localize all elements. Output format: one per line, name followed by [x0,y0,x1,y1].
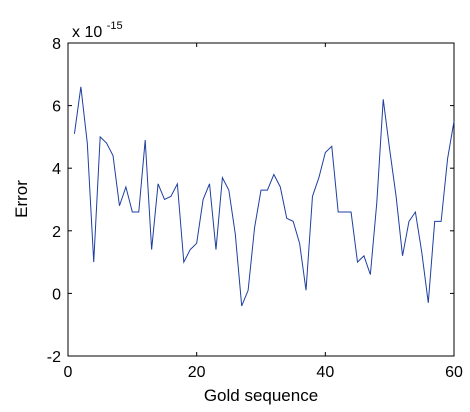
x-tick-label: 20 [188,364,206,381]
x-tick-label: 60 [445,364,463,381]
y-axis-title: Error [12,180,31,218]
y-tick-label: 6 [52,99,61,116]
y-tick-label: 4 [52,161,61,178]
y-tick-label: 8 [52,36,61,53]
x-axis-title: Gold sequence [204,386,318,405]
y-tick-label: 0 [52,286,61,303]
plot-area [67,42,455,357]
y-tick-label: 2 [52,224,61,241]
y-scale-label: x 10 -15 [72,20,123,41]
y-tick-label: -2 [47,349,61,366]
x-tick-label: 0 [64,364,73,381]
series-line [73,86,455,307]
x-tick-label: 40 [316,364,334,381]
axis-ticks [67,42,455,357]
